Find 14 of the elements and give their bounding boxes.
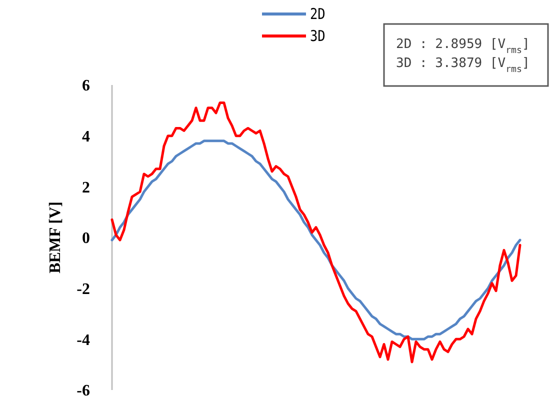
text: 3D : 3.3879 [V$_{rms}$]	[396, 56, 530, 75]
y-tick-label: -6	[76, 382, 90, 400]
line-series	[110, 102, 522, 364]
y-tick-label: 4	[82, 128, 90, 146]
y-tick-label: 2	[82, 179, 90, 196]
line-series	[110, 140, 522, 340]
legend-label: 2D	[310, 6, 326, 24]
text: 2D : 2.8959 [V$_{rms}$]	[396, 37, 530, 56]
y-axis-title: BEMF [V]	[47, 202, 64, 274]
y-tick-label: 0	[82, 230, 90, 248]
y-tick-label: -2	[76, 280, 90, 298]
y-tick-label: -4	[76, 332, 90, 349]
legend-label: 3D	[310, 28, 326, 46]
y-tick-label: 6	[82, 78, 90, 95]
